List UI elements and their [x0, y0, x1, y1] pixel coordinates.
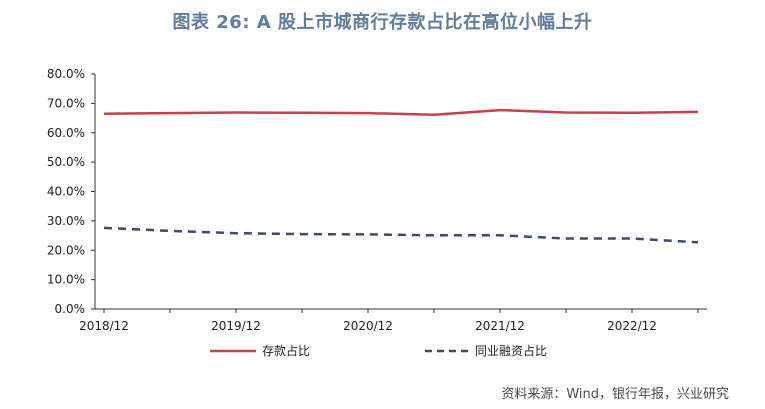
source-note: 资料来源：Wind，银行年报，兴业研究: [501, 387, 729, 402]
series-line-1: [103, 108, 699, 117]
legend-label-1: 存款占比: [262, 343, 310, 358]
y-tick-label: 70.0%: [47, 96, 85, 110]
y-tick-label: 40.0%: [47, 185, 85, 199]
x-tick-label: 2019/12: [211, 319, 261, 333]
series-line-2: [103, 226, 699, 244]
x-tick-label: 2022/12: [607, 319, 657, 333]
y-tick-label: 10.0%: [47, 273, 85, 287]
legend-label-2: 同业融资占比: [475, 343, 547, 358]
y-tick-label: 30.0%: [47, 214, 85, 228]
x-tick-label: 2021/12: [475, 319, 525, 333]
y-tick-label: 20.0%: [47, 243, 85, 257]
chart-title: 图表 26: A 股上市城商行存款占比在高位小幅上升: [172, 12, 593, 33]
x-tick-label: 2018/12: [79, 319, 129, 333]
y-tick-label: 50.0%: [47, 155, 85, 169]
y-tick-label: 60.0%: [47, 126, 85, 140]
y-tick-label: 80.0%: [47, 67, 85, 81]
x-tick-label: 2020/12: [343, 319, 393, 333]
y-tick-label: 0.0%: [55, 302, 86, 316]
